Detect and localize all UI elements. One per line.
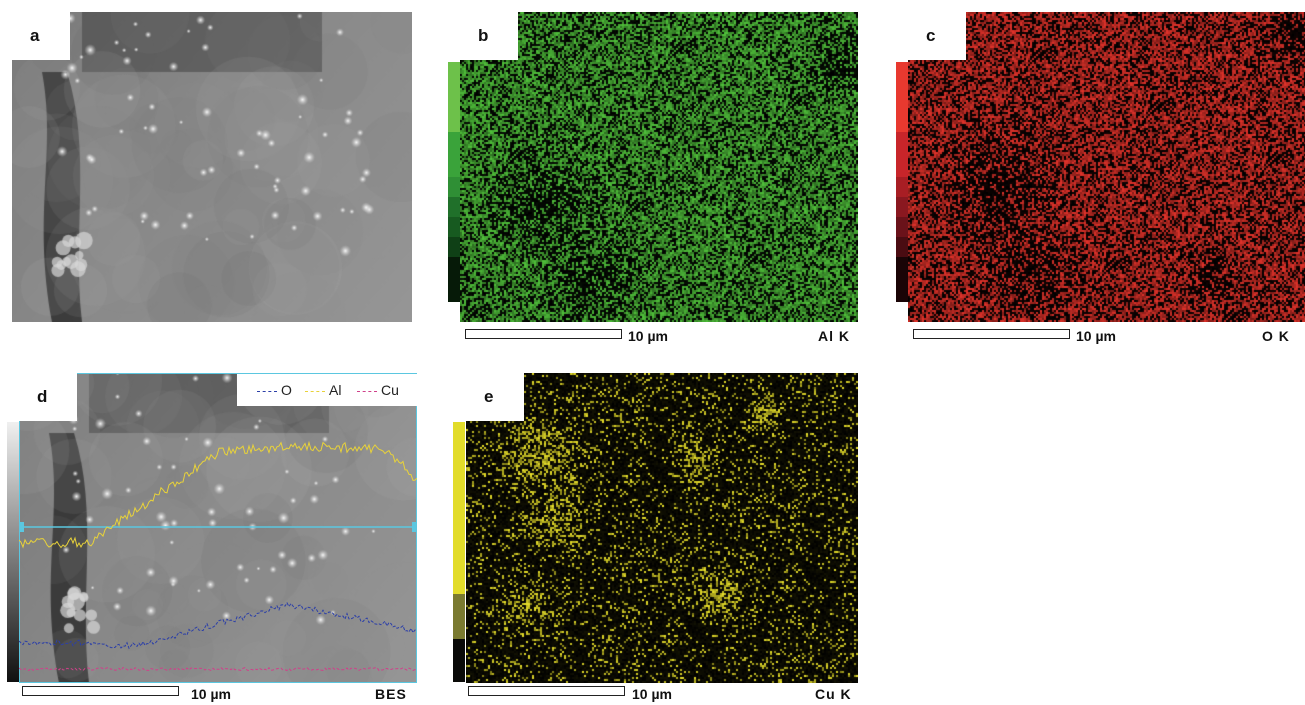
panel-label-e: e (484, 387, 493, 407)
legend-label-cu: Cu (381, 382, 399, 398)
panel-b-al-map: b (460, 12, 858, 322)
linescan-overlay (19, 373, 417, 683)
channel-label-o: O K (1262, 328, 1290, 344)
panel-d-linescan: d O Al Cu (19, 373, 417, 683)
legend-item-cu: Cu (357, 382, 399, 398)
legend-item-al: Al (305, 382, 341, 398)
cu-map-canvas (466, 373, 858, 683)
panel-label-b: b (478, 26, 488, 46)
channel-label-bes: BES (375, 686, 407, 702)
scale-bar (913, 329, 1070, 339)
panel-label-box: b (460, 12, 518, 60)
panel-c-o-map: c (908, 12, 1305, 322)
scan-line-handle-left[interactable] (19, 522, 24, 532)
cu-color-scale (453, 422, 465, 682)
channel-label-cu: Cu K (815, 686, 852, 702)
al-profile-line (19, 443, 417, 548)
o-profile-line (19, 603, 417, 648)
channel-label-al: Al K (818, 328, 850, 344)
scale-label: 10 µm (191, 686, 231, 702)
scale-bar (465, 329, 622, 339)
legend-label-o: O (281, 382, 292, 398)
al-map-canvas (460, 12, 858, 322)
linescan-legend: O Al Cu (237, 374, 417, 406)
scale-label: 10 µm (1076, 328, 1116, 344)
cu-profile-line (19, 668, 417, 671)
legend-label-al: Al (329, 382, 341, 398)
panel-label-box: d (19, 373, 77, 421)
scale-bar (468, 686, 625, 696)
al-color-scale (448, 62, 460, 322)
panel-label-box: a (12, 12, 70, 60)
panel-label-a: a (30, 26, 39, 46)
scale-label: 10 µm (632, 686, 672, 702)
legend-item-o: O (257, 382, 292, 398)
scale-label: 10 µm (628, 328, 668, 344)
o-map-canvas (908, 12, 1305, 322)
panel-e-cu-map: e (466, 373, 858, 683)
panel-a-sem-image: a (12, 12, 412, 322)
o-color-scale (896, 62, 908, 322)
panel-label-c: c (926, 26, 935, 46)
panel-label-box: c (908, 12, 966, 60)
scale-bar (22, 686, 179, 696)
panel-label-d: d (37, 387, 47, 407)
bes-gray-scale (7, 422, 19, 682)
panel-label-box: e (466, 373, 524, 421)
sem-image-canvas (12, 12, 412, 322)
linescan-frame (20, 374, 417, 683)
scan-line-handle-right[interactable] (412, 522, 417, 532)
